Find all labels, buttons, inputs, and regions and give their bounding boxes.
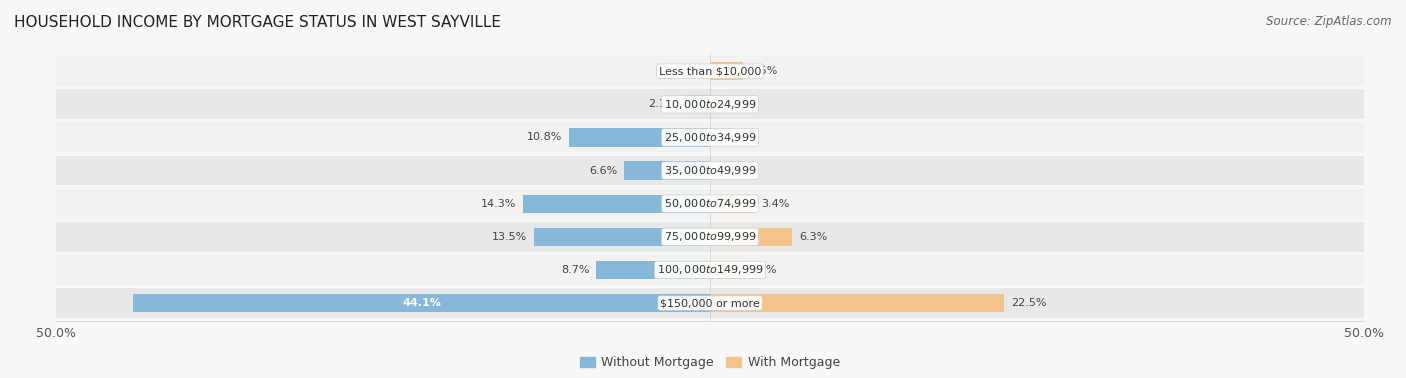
Text: 14.3%: 14.3% — [481, 199, 516, 209]
Bar — [56, 122, 1364, 152]
Bar — [710, 294, 1004, 312]
Text: $25,000 to $34,999: $25,000 to $34,999 — [664, 131, 756, 144]
Text: 6.3%: 6.3% — [799, 232, 827, 242]
Bar — [710, 261, 741, 279]
Bar — [56, 288, 1364, 318]
Text: 6.6%: 6.6% — [589, 166, 617, 175]
Text: 2.5%: 2.5% — [749, 66, 778, 76]
Bar — [624, 161, 710, 180]
Text: 13.5%: 13.5% — [492, 232, 527, 242]
Bar — [710, 95, 724, 113]
Bar — [710, 228, 793, 246]
Bar — [56, 255, 1364, 285]
Bar — [56, 156, 1364, 186]
Text: 1.1%: 1.1% — [731, 99, 759, 109]
Text: 44.1%: 44.1% — [402, 298, 441, 308]
Bar — [56, 222, 1364, 252]
Text: 10.8%: 10.8% — [527, 132, 562, 143]
Text: Source: ZipAtlas.com: Source: ZipAtlas.com — [1267, 15, 1392, 28]
Text: HOUSEHOLD INCOME BY MORTGAGE STATUS IN WEST SAYVILLE: HOUSEHOLD INCOME BY MORTGAGE STATUS IN W… — [14, 15, 501, 30]
Text: 0.0%: 0.0% — [675, 66, 703, 76]
Bar — [596, 261, 710, 279]
Bar — [710, 195, 755, 213]
Text: 0.0%: 0.0% — [717, 132, 745, 143]
Text: 2.1%: 2.1% — [648, 99, 676, 109]
Text: $50,000 to $74,999: $50,000 to $74,999 — [664, 197, 756, 210]
Text: 3.4%: 3.4% — [761, 199, 789, 209]
Bar — [134, 294, 710, 312]
Bar — [569, 128, 710, 147]
Text: 8.7%: 8.7% — [561, 265, 589, 275]
Legend: Without Mortgage, With Mortgage: Without Mortgage, With Mortgage — [575, 351, 845, 374]
Text: 2.4%: 2.4% — [748, 265, 776, 275]
Bar — [533, 228, 710, 246]
Bar — [523, 195, 710, 213]
Text: $35,000 to $49,999: $35,000 to $49,999 — [664, 164, 756, 177]
Text: 22.5%: 22.5% — [1011, 298, 1046, 308]
Text: $150,000 or more: $150,000 or more — [661, 298, 759, 308]
Bar — [710, 62, 742, 80]
Bar — [682, 95, 710, 113]
Text: 0.0%: 0.0% — [717, 166, 745, 175]
Text: $100,000 to $149,999: $100,000 to $149,999 — [657, 263, 763, 276]
Bar — [56, 56, 1364, 86]
Bar — [56, 189, 1364, 218]
Text: Less than $10,000: Less than $10,000 — [659, 66, 761, 76]
Text: $75,000 to $99,999: $75,000 to $99,999 — [664, 230, 756, 243]
Bar — [56, 89, 1364, 119]
Text: $10,000 to $24,999: $10,000 to $24,999 — [664, 98, 756, 111]
